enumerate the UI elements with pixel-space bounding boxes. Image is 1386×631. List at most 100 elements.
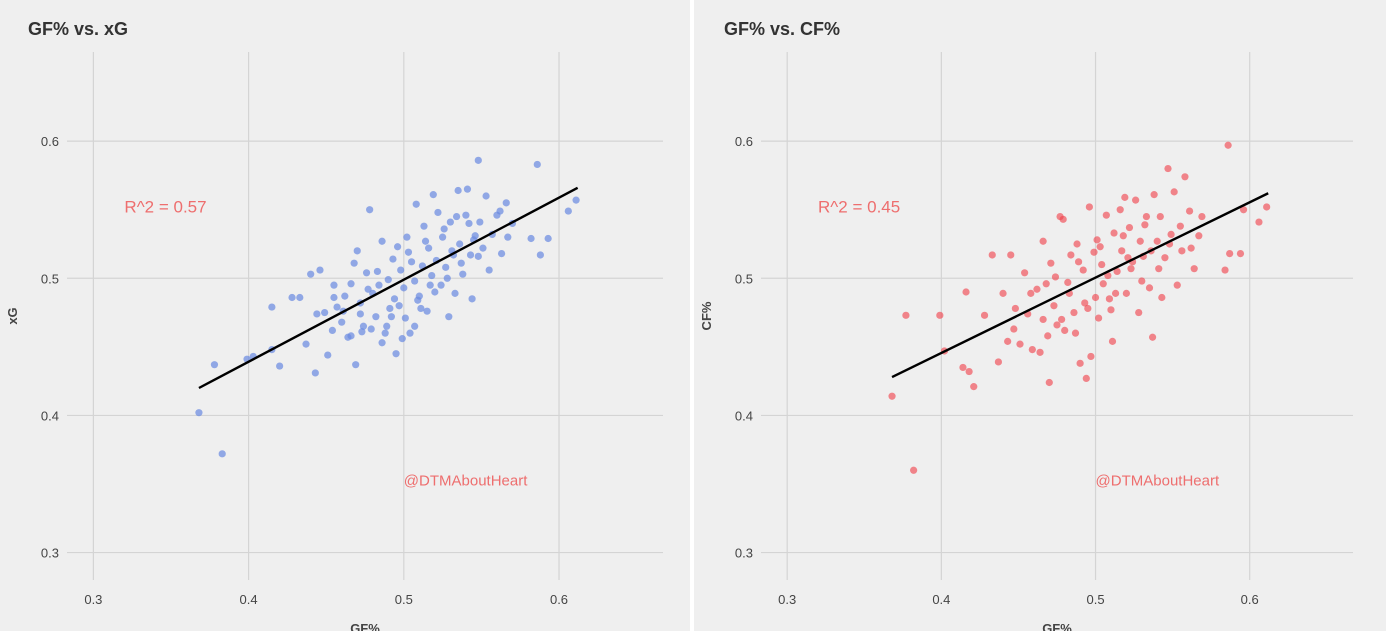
data-point [333,303,341,311]
data-point [383,322,391,330]
data-point [1153,237,1161,245]
data-point [1195,232,1203,240]
data-point [375,281,383,289]
data-point [311,369,319,377]
data-point [378,339,386,347]
r-squared-annotation: R^2 = 0.45 [818,197,900,216]
data-point [1198,212,1206,221]
x-tick-label: 0.5 [395,592,413,607]
r-squared-annotation: R^2 = 0.57 [124,197,206,216]
data-point [417,304,425,313]
data-point [386,304,394,313]
data-point [359,322,368,330]
data-point [1096,243,1104,251]
data-point [1105,295,1114,303]
data-point [1061,326,1069,334]
data-point [313,310,321,318]
data-point [321,308,329,317]
data-point [387,313,395,321]
data-point [1081,299,1089,307]
data-point [1090,248,1098,256]
data-point [1110,229,1118,237]
data-point [463,185,472,193]
data-point [496,207,504,215]
data-point [1059,215,1067,223]
watermark-text: @DTMAboutHeart [404,472,528,489]
data-point [1161,254,1169,262]
y-tick-label: 0.5 [41,271,59,286]
data-point [1173,281,1181,289]
data-point [426,281,434,289]
data-point [1085,203,1093,211]
data-point [1107,306,1115,314]
data-point [372,313,380,321]
data-point [195,409,203,417]
data-point [1145,284,1154,292]
chart-panel-cf: GF% vs. CF% 0.3 0.4 0.5 0.6 0.3 0.4 0.5 0.6 GF% C… [694,0,1386,631]
data-point [1053,321,1061,329]
data-point [1033,285,1041,293]
data-point [392,350,400,358]
data-point [445,313,453,321]
data-point [403,233,411,241]
data-point [347,332,355,340]
data-point [474,252,482,260]
trend-line [891,192,1269,379]
data-point [218,450,226,458]
data-point [1074,258,1083,266]
data-point [1111,289,1120,297]
data-point [1007,251,1015,259]
data-point [429,191,437,199]
data-point [1178,247,1186,255]
data-point [1116,206,1124,214]
data-point [364,285,372,293]
data-point [425,244,433,252]
data-point [1039,315,1047,324]
y-tick-label: 0.6 [41,134,59,149]
data-point [401,314,409,322]
data-point [341,292,349,300]
data-point [451,289,459,297]
data-point [431,288,439,296]
data-point [462,211,470,219]
data-point [434,208,442,217]
data-point [397,266,405,274]
data-point [296,293,304,302]
data-point [1255,218,1263,226]
watermark-text: @DTMAboutHeart [1096,472,1220,489]
data-point [468,295,476,303]
data-point [1010,325,1018,333]
data-point [452,212,461,221]
scatter-chart-xg: GF% vs. xG 0.3 0.4 0.5 0.6 0.3 0.4 0.5 0.6 GF% xG… [5,19,663,631]
x-axis-label: GF% [350,621,380,631]
data-point [1136,237,1144,245]
data-point [330,281,338,289]
x-tick-label: 0.6 [1241,592,1259,607]
data-point [454,186,462,195]
y-tick-label: 0.4 [735,408,753,423]
data-point [965,367,973,376]
data-point [502,199,510,207]
data-point [1132,196,1140,204]
data-point [307,270,315,278]
x-tick-label: 0.4 [240,592,258,607]
data-point [988,251,996,259]
data-point [482,192,490,200]
data-point [328,326,337,334]
data-point [1036,348,1044,356]
data-point [1176,222,1184,230]
data-point [1164,164,1172,173]
data-point [1047,259,1055,267]
data-point [423,307,431,315]
chart-title: GF% vs. CF% [724,19,840,39]
data-point [1091,293,1100,302]
data-point [1148,333,1157,341]
data-point [1236,250,1245,258]
data-point [353,247,361,255]
chart-title: GF% vs. xG [28,19,128,39]
data-point [1011,304,1019,313]
data-point [352,361,360,369]
data-point [1095,314,1103,322]
data-point [437,281,445,289]
y-axis-label: xG [5,307,20,324]
